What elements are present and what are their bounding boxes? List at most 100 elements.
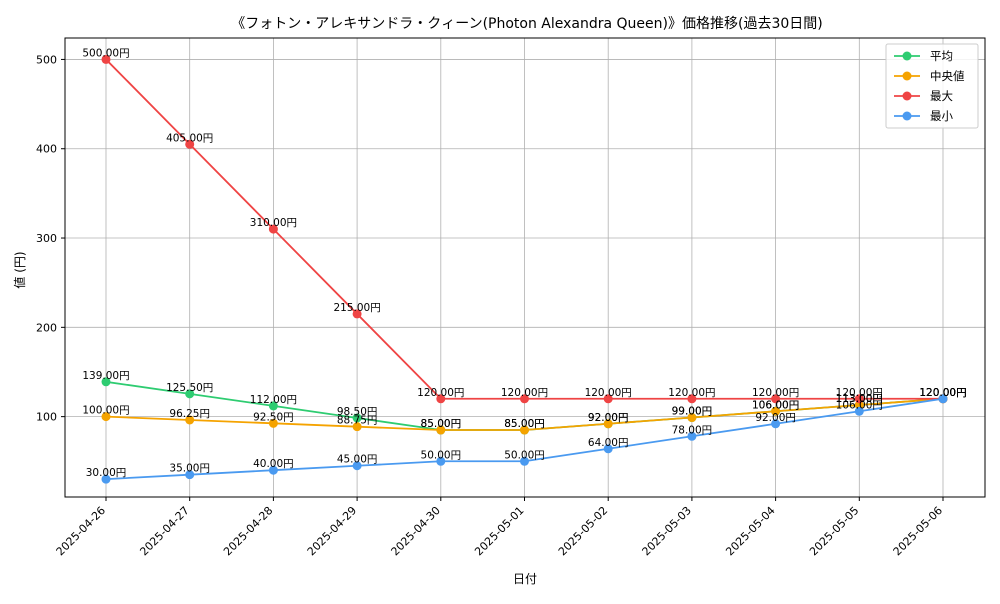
y-axis-ticks: 100 200 300 400 500 bbox=[36, 53, 65, 424]
data-point bbox=[687, 413, 697, 423]
data-label: 85.00円 bbox=[421, 418, 462, 430]
data-point bbox=[687, 431, 697, 441]
legend-item: 中央値 bbox=[894, 69, 965, 83]
data-label: 92.00円 bbox=[755, 412, 796, 424]
data-point bbox=[185, 415, 195, 425]
legend-marker bbox=[902, 111, 912, 121]
data-point bbox=[268, 224, 278, 234]
data-label: 92.00円 bbox=[588, 412, 629, 424]
data-label: 96.25円 bbox=[169, 408, 210, 420]
data-label: 100.00円 bbox=[82, 405, 129, 417]
data-label: 120.00円 bbox=[417, 387, 464, 399]
x-tick-label: 2025-04-29 bbox=[305, 504, 359, 558]
data-label: 125.50円 bbox=[166, 382, 213, 394]
data-point bbox=[854, 406, 864, 416]
x-tick-label: 2025-04-28 bbox=[221, 504, 275, 558]
legend-marker bbox=[902, 51, 912, 61]
data-label: 64.00円 bbox=[588, 437, 629, 449]
y-tick-label: 500 bbox=[36, 53, 57, 66]
series-2 bbox=[101, 54, 948, 404]
data-label: 106.00円 bbox=[752, 399, 799, 411]
data-label: 85.00円 bbox=[504, 418, 545, 430]
data-point bbox=[436, 394, 446, 404]
data-point bbox=[101, 54, 111, 64]
data-point bbox=[436, 425, 446, 435]
data-label: 106.00円 bbox=[836, 399, 883, 411]
data-point bbox=[520, 456, 529, 466]
data-label: 30.00円 bbox=[86, 467, 127, 479]
legend-item: 最大 bbox=[894, 89, 953, 103]
legend-marker bbox=[902, 91, 912, 101]
data-label: 92.00円 bbox=[588, 412, 629, 424]
legend-box bbox=[885, 43, 979, 129]
data-label: 113.00円 bbox=[836, 393, 883, 405]
data-label: 106.00円 bbox=[752, 399, 799, 411]
data-label: 112.00円 bbox=[250, 394, 297, 406]
data-label: 99.00円 bbox=[672, 406, 713, 418]
data-label: 120.00円 bbox=[919, 387, 966, 399]
data-label: 40.00円 bbox=[253, 458, 294, 470]
data-label: 139.00円 bbox=[82, 370, 129, 382]
legend-label: 平均 bbox=[930, 49, 953, 63]
data-label: 120.00円 bbox=[668, 387, 715, 399]
data-label: 99.00円 bbox=[672, 406, 713, 418]
data-point bbox=[938, 394, 948, 404]
data-point bbox=[771, 406, 781, 416]
data-label: 85.00円 bbox=[421, 418, 462, 430]
data-label: 78.00円 bbox=[672, 424, 713, 436]
y-tick-label: 400 bbox=[36, 143, 57, 156]
series-1 bbox=[101, 394, 948, 435]
data-point bbox=[352, 413, 362, 423]
data-point bbox=[185, 389, 195, 399]
data-label: 120.00円 bbox=[585, 387, 632, 399]
x-tick-label: 2025-05-05 bbox=[807, 504, 861, 558]
data-point bbox=[185, 470, 195, 480]
data-point bbox=[352, 461, 362, 471]
data-point bbox=[436, 456, 446, 466]
data-point bbox=[268, 418, 278, 428]
data-label: 92.50円 bbox=[253, 411, 294, 423]
legend-label: 最小 bbox=[930, 109, 953, 123]
data-label: 120.00円 bbox=[919, 387, 966, 399]
data-label: 113.00円 bbox=[836, 393, 883, 405]
data-label: 120.00円 bbox=[752, 387, 799, 399]
y-tick-label: 200 bbox=[36, 321, 57, 334]
x-tick-label: 2025-05-02 bbox=[556, 504, 610, 558]
x-tick-label: 2025-04-27 bbox=[137, 504, 191, 558]
data-label: 310.00円 bbox=[250, 217, 297, 229]
data-point bbox=[854, 394, 864, 404]
data-point bbox=[603, 394, 613, 404]
x-tick-label: 2025-05-06 bbox=[891, 504, 945, 558]
legend-marker bbox=[902, 71, 912, 81]
data-label: 88.75円 bbox=[337, 415, 378, 427]
legend-label: 中央値 bbox=[930, 69, 965, 83]
series-3 bbox=[101, 394, 948, 484]
data-label: 120.00円 bbox=[919, 387, 966, 399]
x-tick-label: 2025-05-01 bbox=[472, 504, 526, 558]
data-point bbox=[101, 377, 111, 387]
data-label: 50.00円 bbox=[421, 449, 462, 461]
legend-item: 最小 bbox=[894, 109, 953, 123]
x-tick-label: 2025-05-04 bbox=[723, 504, 777, 558]
data-point bbox=[520, 425, 529, 435]
data-point bbox=[603, 444, 613, 454]
y-axis-label: 値 (円) bbox=[12, 251, 27, 288]
data-point bbox=[520, 394, 529, 404]
data-point bbox=[352, 422, 362, 432]
data-label: 50.00円 bbox=[504, 449, 545, 461]
data-point bbox=[185, 139, 195, 149]
data-point bbox=[268, 465, 278, 475]
x-tick-label: 2025-04-30 bbox=[389, 504, 443, 558]
data-point bbox=[603, 419, 613, 429]
data-point bbox=[101, 474, 111, 484]
x-tick-label: 2025-04-26 bbox=[54, 504, 108, 558]
data-label: 85.00円 bbox=[504, 418, 545, 430]
data-label: 98.50円 bbox=[337, 406, 378, 418]
legend-item: 平均 bbox=[894, 49, 953, 63]
data-point bbox=[268, 401, 278, 411]
data-label: 500.00円 bbox=[82, 47, 129, 59]
data-label: 120.00円 bbox=[501, 387, 548, 399]
